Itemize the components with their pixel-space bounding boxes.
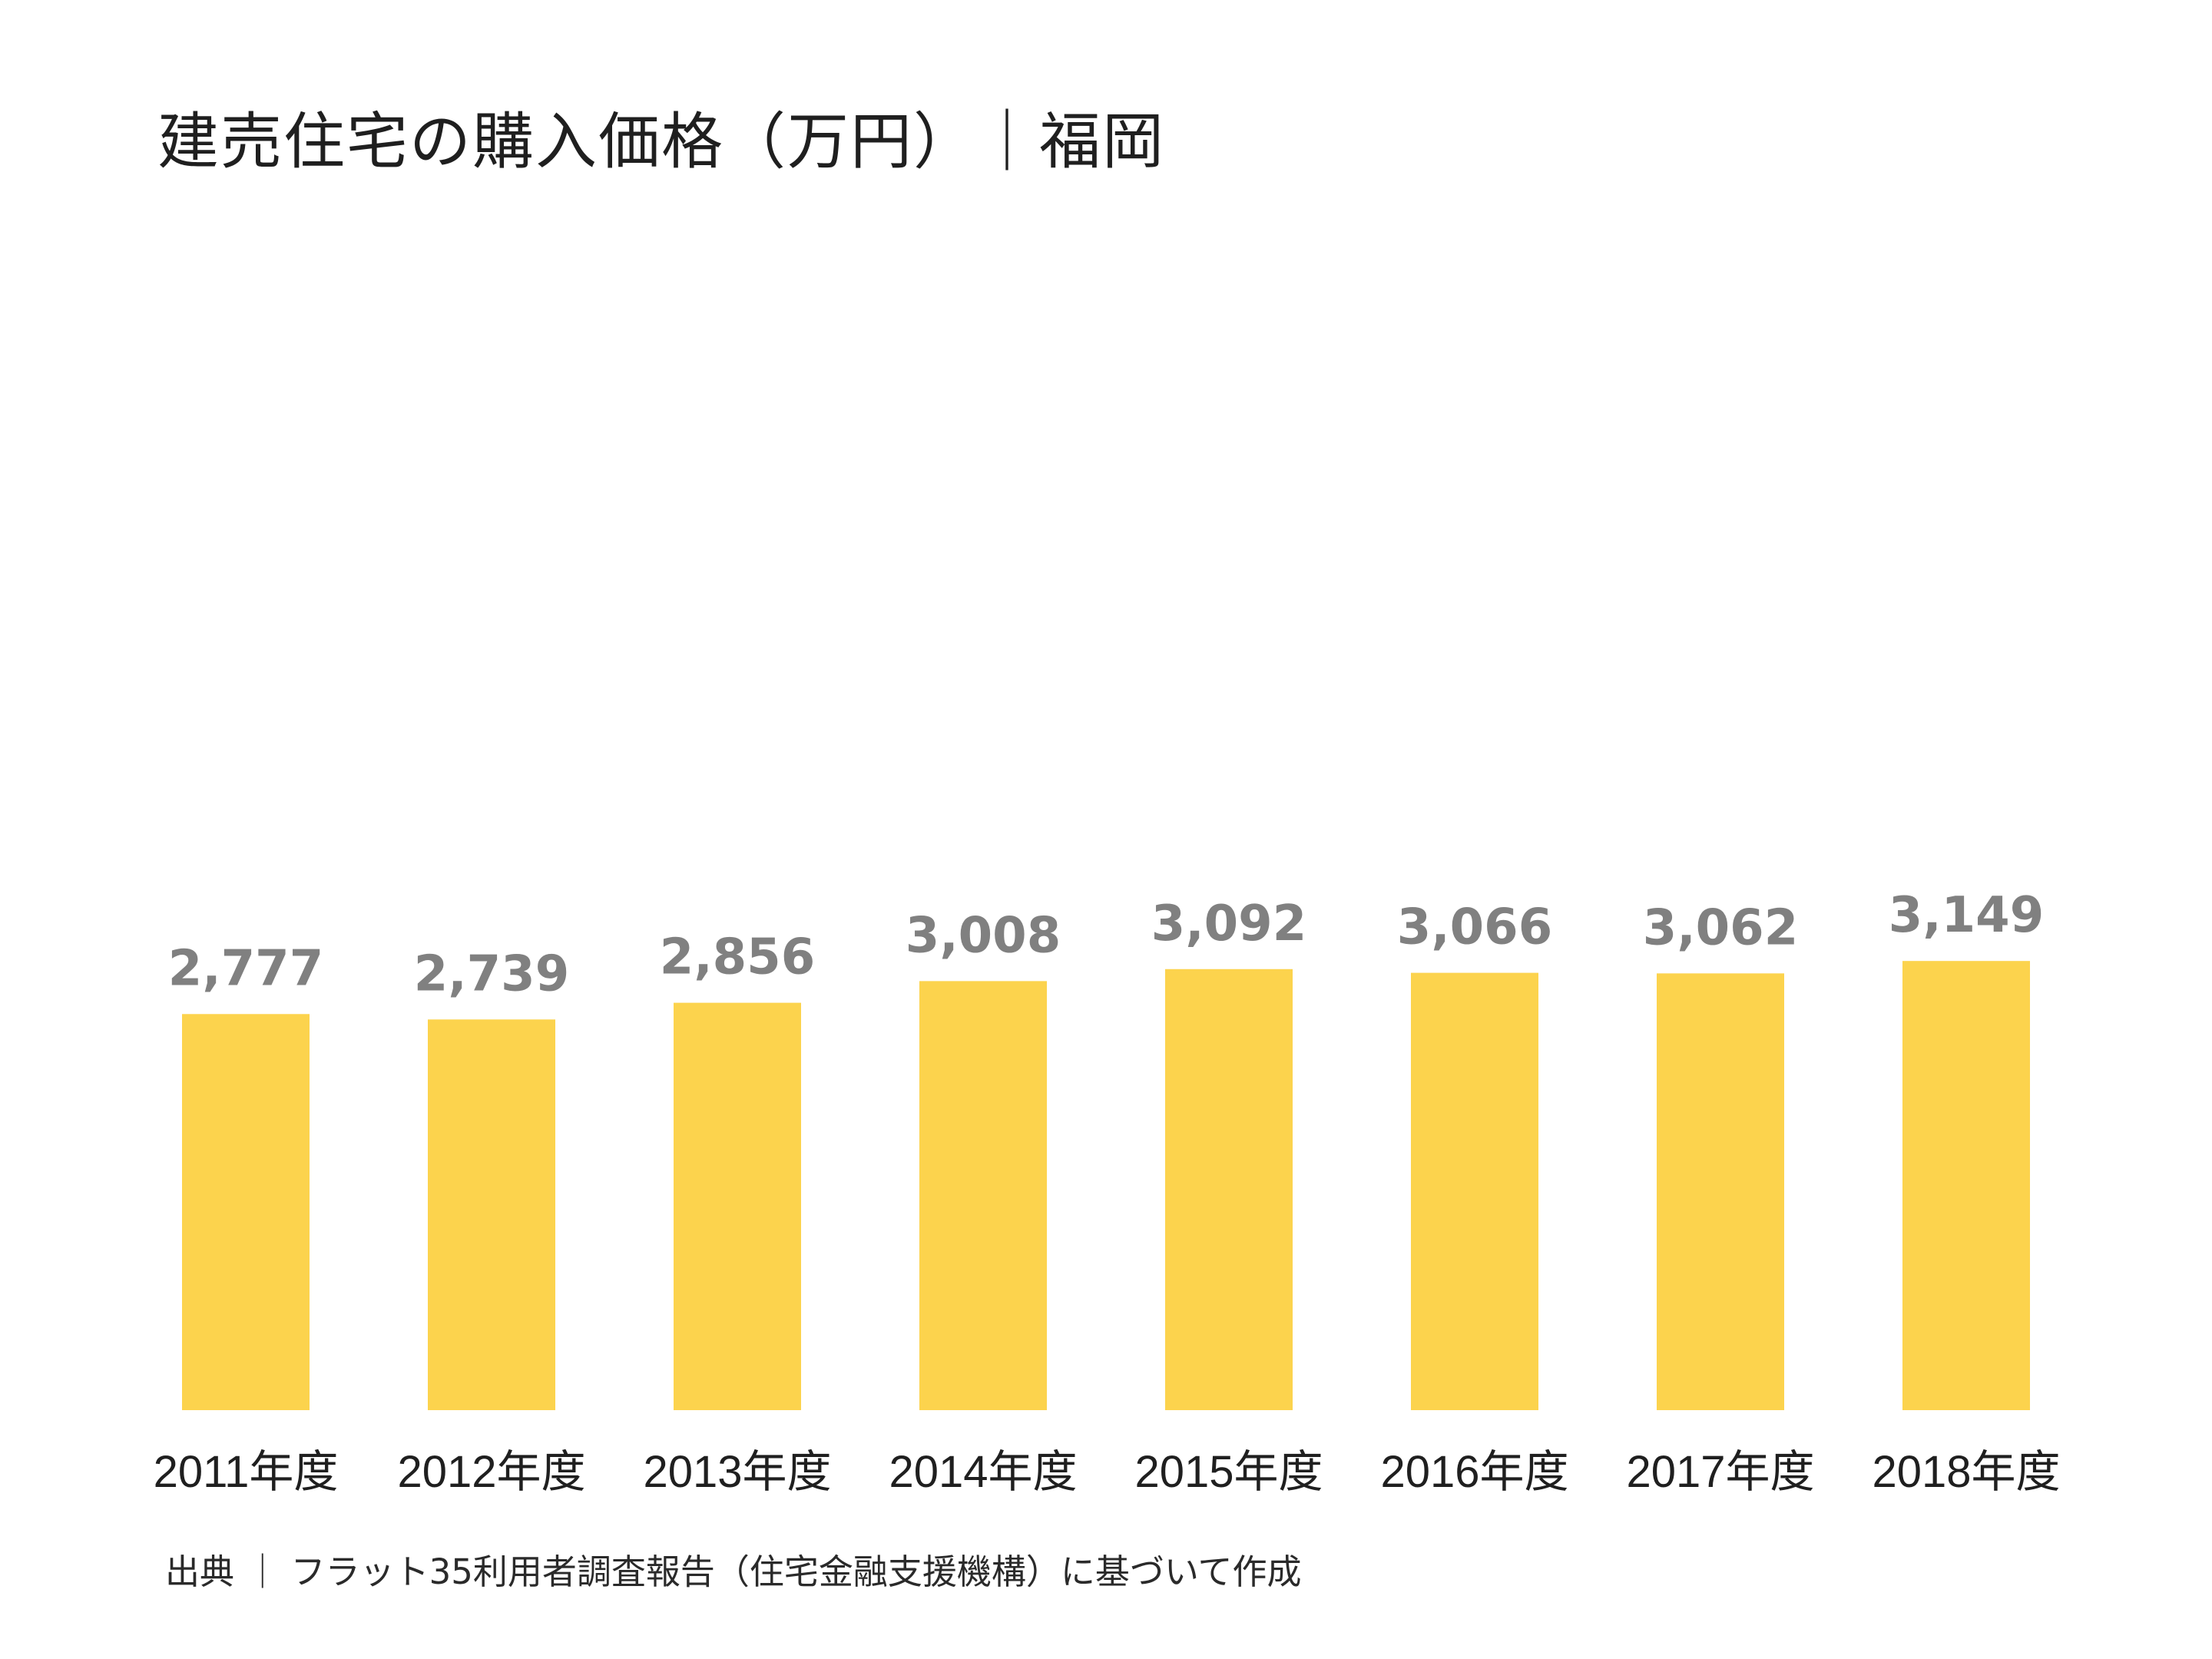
x-tick-label-2015年度: 2015年度	[1134, 1447, 1323, 1497]
value-label-2012年度: 2,739	[414, 945, 569, 1002]
value-label-2016年度: 3,066	[1397, 899, 1552, 956]
source-note: 出典 ｜ フラット35利用者調査報告（住宅金融支援機構）に基づいて作成	[165, 1551, 1302, 1592]
x-tick-label-2016年度: 2016年度	[1380, 1447, 1568, 1497]
value-label-2011年度: 2,777	[168, 940, 323, 997]
value-label-2017年度: 3,062	[1643, 899, 1798, 956]
bar-2017年度	[1657, 973, 1784, 1410]
bar-2012年度	[428, 1019, 555, 1410]
value-label-2013年度: 2,856	[660, 929, 815, 986]
x-tick-label-2011年度: 2011年度	[154, 1447, 339, 1497]
bar-2014年度	[919, 981, 1047, 1410]
x-tick-label-2018年度: 2018年度	[1872, 1447, 2060, 1497]
x-tick-label-2013年度: 2013年度	[643, 1447, 831, 1497]
bar-2013年度	[674, 1002, 801, 1410]
bar-2016年度	[1411, 972, 1538, 1410]
chart-title: 建売住宅の購入価格（万円）｜福岡	[157, 106, 1165, 177]
x-tick-label-2017年度: 2017年度	[1626, 1447, 1814, 1497]
value-label-2014年度: 3,008	[906, 907, 1061, 964]
x-tick-label-2012年度: 2012年度	[397, 1447, 585, 1497]
bar-2015年度	[1165, 969, 1293, 1410]
value-label-2018年度: 3,149	[1889, 887, 2044, 944]
bar-2018年度	[1902, 961, 2030, 1410]
value-label-2015年度: 3,092	[1151, 896, 1306, 952]
bar-2011年度	[182, 1014, 310, 1410]
x-tick-label-2014年度: 2014年度	[889, 1447, 1077, 1497]
